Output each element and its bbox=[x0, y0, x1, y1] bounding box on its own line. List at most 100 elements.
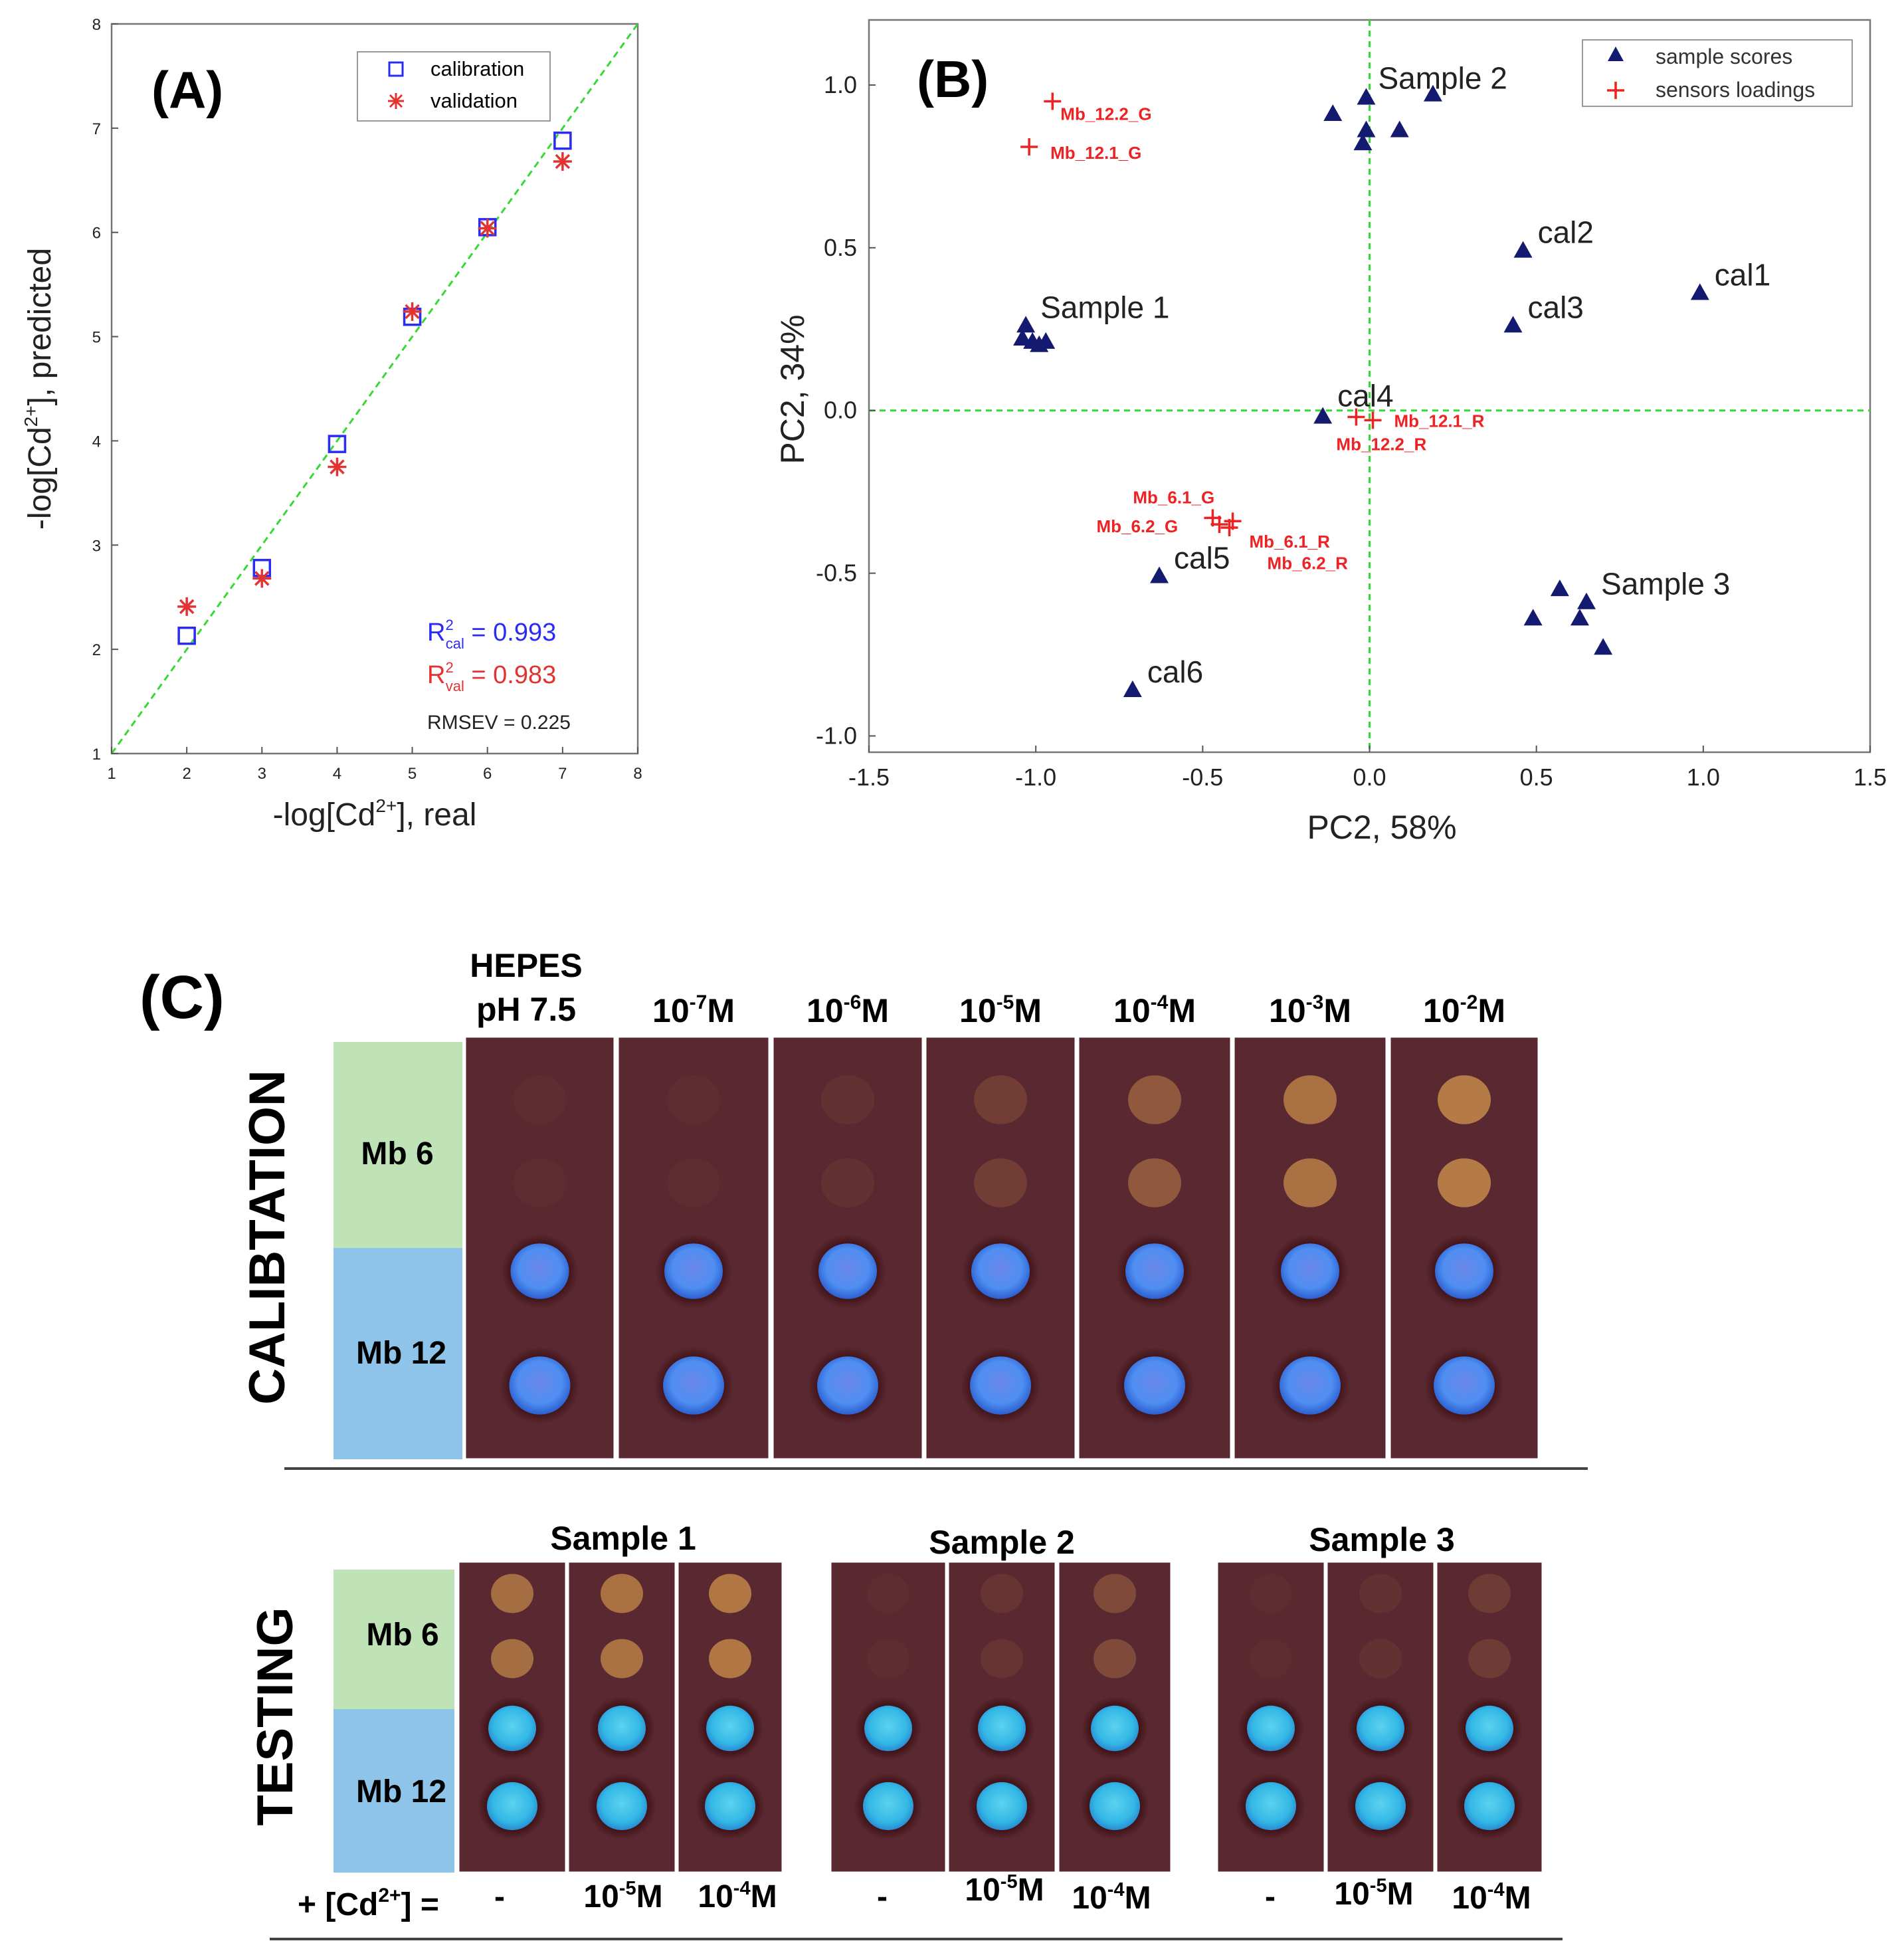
loading-point bbox=[1210, 516, 1228, 534]
score-label: cal1 bbox=[1715, 257, 1770, 292]
mb6-spot bbox=[821, 1158, 874, 1207]
calibration-mb12-band bbox=[333, 1248, 462, 1459]
mb6-spot bbox=[1359, 1639, 1402, 1679]
cd-addition-none: - bbox=[1265, 1879, 1276, 1914]
panel-a-points bbox=[177, 131, 572, 645]
testing-mb6-band bbox=[333, 1570, 454, 1709]
mb6-spot bbox=[981, 1639, 1023, 1679]
mb6-spot bbox=[513, 1158, 567, 1207]
score-point bbox=[1577, 592, 1596, 609]
validation-point bbox=[553, 152, 572, 171]
mb6-spot bbox=[867, 1639, 909, 1679]
testing-strips bbox=[457, 1560, 1544, 1874]
cd-addition-none: - bbox=[494, 1879, 505, 1914]
mb6-spot bbox=[1128, 1075, 1181, 1124]
mb6-spot bbox=[601, 1639, 643, 1679]
mb12-spot bbox=[1435, 1243, 1493, 1299]
mb6-spot bbox=[1468, 1639, 1511, 1679]
mb12-spot bbox=[509, 1356, 571, 1415]
a-ytick-label: 1 bbox=[92, 746, 101, 764]
a-xtick-label: 2 bbox=[182, 765, 191, 783]
loading-label: Mb_6.2_R bbox=[1268, 553, 1349, 573]
a-ytick-label: 2 bbox=[92, 641, 101, 659]
mb12-spot bbox=[1434, 1356, 1495, 1415]
mb6-spot bbox=[821, 1075, 874, 1124]
legend-calibration-label: calibration bbox=[430, 57, 524, 80]
mb12-spot bbox=[1124, 1356, 1185, 1415]
a-xtick-label: 7 bbox=[558, 765, 567, 783]
calibration-strips bbox=[464, 1035, 1540, 1461]
score-point bbox=[1570, 609, 1589, 626]
score-label: Sample 1 bbox=[1040, 290, 1169, 324]
mb6-spot bbox=[1438, 1158, 1491, 1207]
mb6-spot bbox=[974, 1075, 1027, 1124]
score-label: cal4 bbox=[1337, 379, 1393, 413]
a-xtick-label: 4 bbox=[333, 765, 341, 783]
calibration-strip bbox=[1077, 1035, 1232, 1461]
hepes-label-line2: pH 7.5 bbox=[476, 991, 576, 1028]
mb6-spot bbox=[1359, 1574, 1402, 1613]
calibration-mb12-label: Mb 12 bbox=[356, 1336, 446, 1371]
calibration-strip bbox=[1232, 1035, 1388, 1461]
mb6-spot bbox=[667, 1158, 720, 1207]
loading-label: Mb_12.1_R bbox=[1394, 411, 1485, 431]
mb12-spot bbox=[706, 1705, 754, 1752]
panel-a-identity-line bbox=[110, 23, 639, 754]
sample-3-header: Sample 3 bbox=[1309, 1521, 1455, 1558]
testing-title: TESTING bbox=[247, 1607, 304, 1825]
calibration-conc-header: 10-5M bbox=[959, 991, 1042, 1029]
panel-a-ticks: 1 2 3 4 5 6 7 8 1 2 3 4 5 6 7 8 bbox=[92, 16, 642, 783]
loading-label: Mb_6.2_G bbox=[1096, 516, 1178, 536]
b-ytick-label: -0.5 bbox=[816, 560, 857, 587]
cd-addition-values: - - - 10-5M 10-5M 10-5M 10-4M 10-4M 10-4M bbox=[494, 1871, 1531, 1916]
calibration-strip bbox=[464, 1035, 616, 1461]
calibration-conc-header: 10-7M bbox=[652, 991, 735, 1029]
score-label: cal3 bbox=[1528, 290, 1584, 324]
b-ytick-label: 1.0 bbox=[824, 71, 857, 98]
loading-label: Mb_6.1_G bbox=[1133, 487, 1214, 507]
cd-addition-1e-4: 10-4M bbox=[1072, 1879, 1151, 1916]
score-label: cal2 bbox=[1538, 215, 1594, 250]
calibration-conc-header: 10-3M bbox=[1269, 991, 1351, 1029]
mb12-spot bbox=[1246, 1782, 1296, 1831]
sample-1-header: Sample 1 bbox=[550, 1520, 696, 1557]
cd-addition-1e-4: 10-4M bbox=[1452, 1879, 1531, 1916]
loading-point bbox=[1364, 411, 1382, 429]
panel-b-legend: sample scores sensors loadings bbox=[1582, 39, 1853, 107]
legend-scores-marker bbox=[1608, 47, 1624, 61]
mb12-spot bbox=[817, 1356, 878, 1415]
loading-label: Mb_12.1_G bbox=[1050, 143, 1141, 163]
mb12-spot bbox=[863, 1782, 913, 1831]
mb12-spot bbox=[1281, 1243, 1339, 1299]
mb12-spot bbox=[1280, 1356, 1341, 1415]
score-label: cal5 bbox=[1174, 541, 1230, 575]
a-ytick-label: 4 bbox=[92, 433, 101, 451]
testing-mb6-label: Mb 6 bbox=[366, 1617, 438, 1653]
calibration-strip bbox=[924, 1035, 1077, 1461]
mb12-spot bbox=[864, 1705, 912, 1752]
mb12-spot bbox=[971, 1243, 1030, 1299]
mb6-spot bbox=[709, 1639, 751, 1679]
mb6-spot bbox=[1284, 1158, 1337, 1207]
loading-label: Mb_12.2_R bbox=[1336, 435, 1426, 455]
panel-b-ylabel: PC2, 34% bbox=[774, 314, 811, 464]
mb12-spot bbox=[1357, 1705, 1404, 1752]
calibration-conc-header: 10-6M bbox=[807, 991, 889, 1029]
panel-b-label: (B) bbox=[917, 50, 989, 108]
calibration-point bbox=[328, 435, 347, 453]
score-point bbox=[1503, 316, 1523, 333]
panel-b-legend-box bbox=[1582, 39, 1853, 107]
score-point bbox=[1150, 566, 1169, 583]
panel-a-ylabel: -log[Cd2+], predicted bbox=[21, 248, 58, 530]
b-ytick-label: -1.0 bbox=[816, 722, 857, 750]
testing-strip bbox=[676, 1560, 784, 1874]
validation-point bbox=[328, 457, 347, 476]
calibration-concentration-headers: 10-7M 10-6M 10-5M 10-4M 10-3M 10-2M bbox=[652, 991, 1505, 1029]
testing-strip bbox=[829, 1560, 947, 1874]
a-ytick-label: 5 bbox=[92, 329, 101, 347]
a-xtick-label: 8 bbox=[633, 765, 642, 783]
b-xtick-label: -1.0 bbox=[1015, 764, 1056, 791]
calibration-mb6-label: Mb 6 bbox=[361, 1136, 433, 1172]
score-point bbox=[1036, 332, 1056, 349]
legend-validation-label: validation bbox=[430, 89, 518, 112]
